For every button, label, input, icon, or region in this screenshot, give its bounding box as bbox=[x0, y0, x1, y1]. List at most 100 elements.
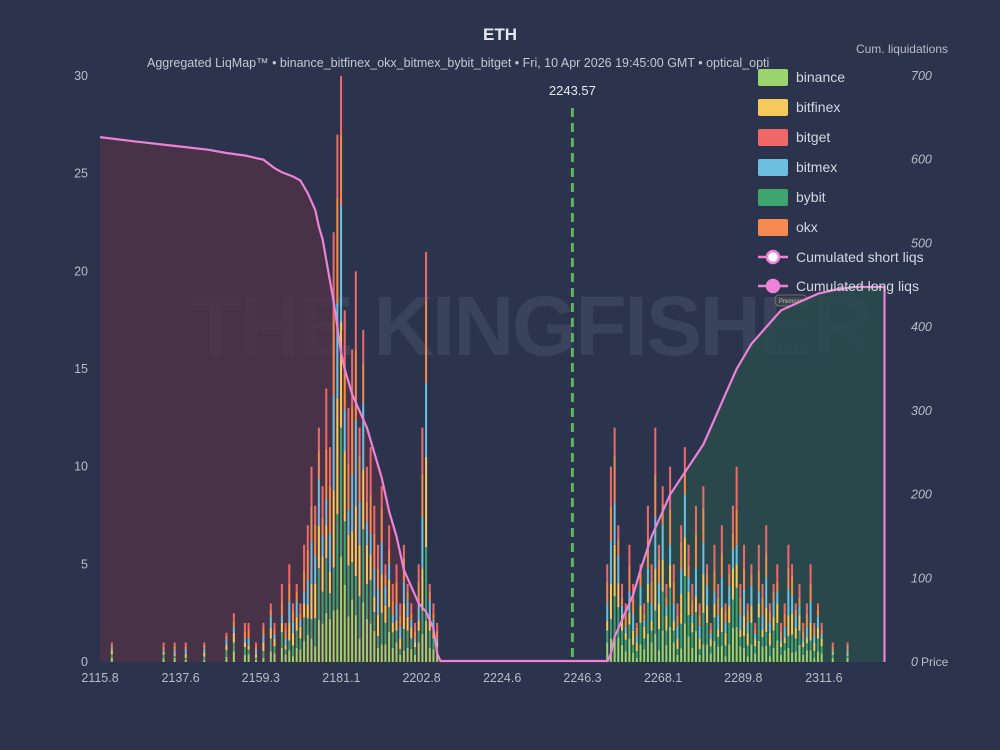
bar-segment-okx bbox=[639, 574, 642, 586]
legend[interactable]: binance bitfinex bitget bitmex bybit okx Cumul… bbox=[758, 69, 924, 294]
bar-segment-binance bbox=[728, 644, 731, 662]
bar-segment-binance bbox=[373, 630, 376, 662]
bar-segment-binance bbox=[657, 650, 661, 662]
x-axis-label: Price bbox=[921, 655, 949, 669]
bar-segment-okx bbox=[306, 549, 309, 580]
bar-segment-bitmex bbox=[162, 650, 165, 653]
bar-segment-bitget bbox=[428, 583, 431, 592]
legend-item-bitmex[interactable]: bitmex bbox=[758, 159, 837, 176]
bar-segment-okx bbox=[739, 597, 742, 616]
bar-segment-bitget bbox=[417, 564, 420, 582]
bar-segment-bitmex bbox=[757, 591, 760, 604]
bar-segment-bitfinex bbox=[617, 582, 620, 608]
bar-segment-binance bbox=[425, 620, 428, 662]
bar-segment-binance bbox=[417, 642, 420, 662]
bar-segment-bitget bbox=[676, 603, 679, 616]
bar-segment-okx bbox=[657, 558, 661, 583]
x-axis-tick: 2159.3 bbox=[242, 671, 280, 685]
bar-segment-binance bbox=[432, 649, 435, 662]
bar-segment-bybit bbox=[336, 514, 339, 610]
bar-segment-binance bbox=[772, 647, 775, 662]
bar-segment-bybit bbox=[328, 593, 331, 620]
bar-segment-bitget bbox=[754, 622, 757, 630]
bar-segment-bybit bbox=[739, 637, 742, 647]
bar-segment-bitfinex bbox=[373, 596, 376, 612]
bar-segment-bitfinex bbox=[413, 642, 416, 648]
bar-segment-okx bbox=[291, 610, 294, 623]
bar-segment-bitget bbox=[724, 603, 727, 611]
bar-segment-bybit bbox=[746, 645, 749, 657]
bar-segment-bybit bbox=[720, 631, 723, 646]
legend-item-cumulated-long[interactable]: Cumulated long liqs bbox=[758, 278, 919, 294]
bar-segment-bitfinex bbox=[110, 650, 113, 655]
bar-segment-bitget bbox=[262, 622, 265, 628]
bar-segment-bybit bbox=[299, 638, 302, 650]
left-axis-tick: 0 bbox=[81, 655, 88, 669]
bar-segment-bitfinex bbox=[654, 568, 657, 611]
bar-segment-bitfinex bbox=[750, 605, 753, 623]
bar-segment-bitget bbox=[110, 642, 113, 646]
bar-segment-bitfinex bbox=[362, 469, 365, 530]
bar-segment-binance bbox=[362, 602, 365, 662]
bar-segment-okx bbox=[624, 616, 627, 627]
bar-segment-bitget bbox=[613, 427, 616, 456]
bar-segment-bitfinex bbox=[628, 612, 631, 625]
bar-segment-bitget bbox=[621, 583, 624, 598]
bar-segment-bitmex bbox=[731, 549, 734, 569]
bar-segment-bitfinex bbox=[765, 607, 768, 632]
bar-segment-bitmex bbox=[776, 591, 779, 604]
bar-segment-bitmex bbox=[665, 605, 668, 616]
bar-segment-binance bbox=[779, 654, 783, 662]
bar-segment-bitmex bbox=[779, 638, 783, 643]
bar-segment-bitmex bbox=[635, 635, 638, 643]
legend-item-okx[interactable]: okx bbox=[758, 219, 818, 236]
bar-segment-okx bbox=[421, 474, 424, 517]
bar-segment-binance bbox=[831, 658, 834, 662]
bar-segment-okx bbox=[384, 574, 387, 586]
bar-segment-bitget bbox=[203, 642, 206, 645]
bar-segment-bitget bbox=[654, 427, 657, 475]
bar-segment-bitget bbox=[432, 603, 435, 614]
bar-segment-bitmex bbox=[343, 408, 346, 452]
bar-segment-bitfinex bbox=[657, 603, 661, 630]
bar-segment-binance bbox=[406, 647, 409, 662]
right-axis-tick: 200 bbox=[910, 488, 932, 502]
legend-item-bitfinex[interactable]: bitfinex bbox=[758, 99, 840, 116]
bar-segment-bitfinex bbox=[761, 629, 764, 637]
x-axis-tick: 2224.6 bbox=[483, 671, 521, 685]
bar-segment-bitmex bbox=[802, 638, 805, 643]
legend-item-cumulated-short[interactable]: Cumulated short liqs bbox=[758, 249, 924, 265]
bar-segment-bybit bbox=[232, 642, 235, 652]
bar-segment-bitmex bbox=[813, 635, 816, 643]
bar-segment-bybit bbox=[628, 624, 631, 639]
bar-segment-bitmex bbox=[284, 638, 287, 646]
bar-segment-bitget bbox=[820, 622, 823, 630]
bar-segment-okx bbox=[373, 533, 376, 569]
chart-title: ETH bbox=[483, 25, 517, 44]
bar-segment-bitmex bbox=[765, 577, 768, 608]
bar-segment-bybit bbox=[284, 649, 287, 655]
bar-segment-okx bbox=[757, 570, 760, 592]
bar-segment-bybit bbox=[813, 651, 816, 659]
bar-segment-bitmex bbox=[354, 419, 357, 506]
bar-segment-okx bbox=[351, 405, 354, 475]
bar-segment-okx bbox=[388, 549, 391, 564]
x-axis-tick: 2202.8 bbox=[402, 671, 440, 685]
bar-segment-binance bbox=[628, 638, 631, 662]
bar-segment-bitmex bbox=[646, 568, 649, 584]
bar-segment-bitfinex bbox=[731, 568, 734, 600]
legend-item-bitget[interactable]: bitget bbox=[758, 129, 830, 146]
bar-segment-bitfinex bbox=[232, 632, 235, 643]
bar-segment-bitget bbox=[720, 525, 723, 553]
bar-segment-binance bbox=[347, 616, 350, 662]
left-axis-tick: 25 bbox=[74, 167, 88, 181]
bar-segment-okx bbox=[809, 583, 812, 602]
legend-item-binance[interactable]: binance bbox=[758, 69, 845, 86]
bar-segment-binance bbox=[299, 649, 302, 662]
bar-segment-bitget bbox=[273, 622, 276, 630]
legend-item-bybit[interactable]: bybit bbox=[758, 189, 826, 206]
bar-segment-binance bbox=[698, 654, 701, 662]
bar-segment-bitget bbox=[746, 603, 749, 611]
bar-segment-bitmex bbox=[299, 619, 302, 627]
bar-segment-bitmex bbox=[255, 649, 258, 655]
